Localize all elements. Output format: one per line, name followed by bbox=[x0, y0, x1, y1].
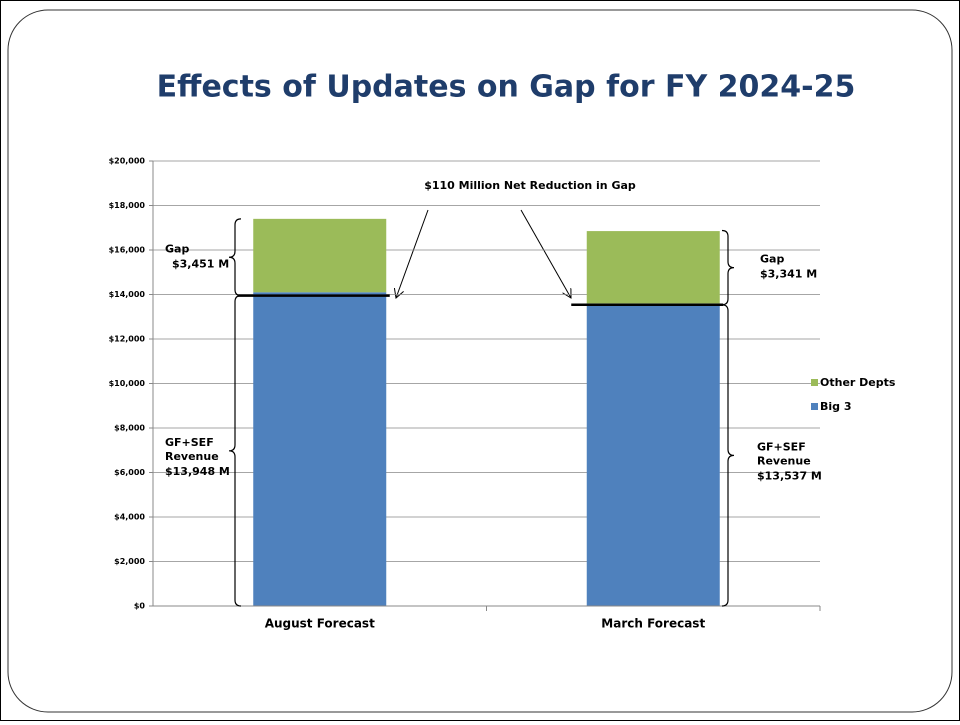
headline: $110 Million Net Reduction in Gap bbox=[424, 179, 636, 192]
gap-label: $3,451 M bbox=[172, 257, 229, 270]
revenue-label: $13,948 M bbox=[165, 465, 230, 478]
slide-frame bbox=[7, 9, 953, 713]
gap-title: Gap bbox=[760, 253, 784, 266]
y-tick-label: $8,000 bbox=[114, 424, 145, 433]
chart-title: Effects of Updates on Gap for FY 2024-25 bbox=[157, 70, 856, 105]
revenue-title: GF+SEF bbox=[757, 440, 806, 453]
y-tick-label: $20,000 bbox=[109, 157, 146, 166]
bar-segment bbox=[586, 303, 720, 606]
y-tick-label: $16,000 bbox=[109, 246, 146, 255]
legend-swatch bbox=[811, 403, 818, 410]
y-tick-label: $10,000 bbox=[109, 379, 146, 388]
arrow bbox=[396, 209, 429, 298]
bar-segment bbox=[586, 231, 720, 304]
legend-label: Big 3 bbox=[820, 400, 852, 413]
x-tick-label: March Forecast bbox=[601, 617, 705, 631]
y-tick-label: $14,000 bbox=[109, 290, 146, 299]
y-tick-label: $6,000 bbox=[114, 468, 145, 477]
brace bbox=[228, 218, 242, 297]
gap-title: Gap bbox=[165, 242, 189, 255]
brace bbox=[721, 304, 735, 607]
bar-segment bbox=[253, 292, 387, 606]
y-tick-label: $4,000 bbox=[114, 513, 145, 522]
brace bbox=[721, 229, 735, 306]
x-tick-label: August Forecast bbox=[265, 617, 375, 631]
arrow bbox=[520, 209, 571, 298]
y-tick-label: $18,000 bbox=[109, 201, 146, 210]
revenue-title: Revenue bbox=[165, 450, 219, 463]
revenue-label: $13,537 M bbox=[757, 469, 822, 482]
legend-swatch bbox=[811, 379, 818, 386]
revenue-title: Revenue bbox=[757, 454, 811, 467]
y-tick-label: $0 bbox=[134, 602, 146, 611]
brace bbox=[228, 295, 242, 607]
gap-label: $3,341 M bbox=[760, 268, 817, 281]
legend-label: Other Depts bbox=[820, 376, 896, 389]
bar-segment bbox=[253, 218, 387, 293]
revenue-title: GF+SEF bbox=[165, 436, 214, 449]
y-tick-label: $2,000 bbox=[114, 557, 145, 566]
y-tick-label: $12,000 bbox=[109, 335, 146, 344]
